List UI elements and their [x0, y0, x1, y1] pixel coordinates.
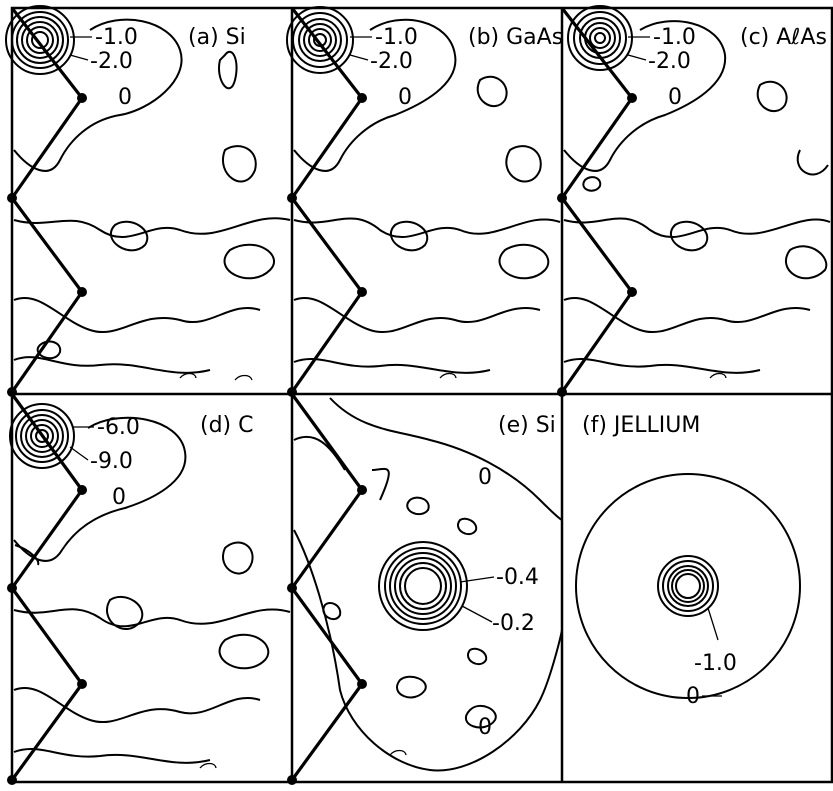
- panel-d-atoms: [7, 485, 87, 785]
- panel-c-label-2: -2.0: [648, 49, 691, 74]
- panel-a-core-rings: [5, 5, 75, 75]
- panel-b-label-3: 0: [398, 85, 412, 110]
- panel-e-atoms: [287, 485, 367, 785]
- panel-d-contours: [13, 416, 291, 769]
- panel-b-label-1: -1.0: [375, 25, 418, 50]
- panel-a-label-1: -1.0: [95, 25, 138, 50]
- panel-a: (a) Si -1.0 -2.0 0: [5, 5, 291, 397]
- panel-e-label-3: -0.2: [492, 611, 535, 636]
- panel-b: (b) GaAs -1.0 -2.0 0: [286, 6, 563, 397]
- panel-c-core-rings: [567, 5, 633, 71]
- panel-a-label-3: 0: [118, 85, 132, 110]
- panel-c-bond-chain: [560, 7, 634, 393]
- panel-a-atoms: [7, 93, 87, 397]
- panel-e-label-4: 0: [478, 715, 492, 740]
- panel-d-label-3: 0: [112, 485, 126, 510]
- panel-a-label-2: -2.0: [90, 49, 133, 74]
- panel-d-core-rings: [9, 403, 75, 469]
- panel-f-core-rings: [575, 473, 801, 699]
- panel-c-label-3: 0: [668, 85, 682, 110]
- panel-d: (d) C -6.0 -9.0 0: [7, 393, 291, 785]
- panel-e-core-rings: [378, 541, 468, 631]
- panel-e-title: (e) Si: [498, 413, 556, 438]
- panel-a-bond-chain: [10, 7, 84, 393]
- panel-f-label-1: -1.0: [694, 651, 737, 676]
- panel-c-contours: [563, 20, 831, 379]
- panel-b-label-2: -2.0: [370, 49, 413, 74]
- panel-c-atoms: [557, 93, 637, 397]
- panel-e-contours: [293, 397, 563, 772]
- panel-b-contours: [293, 18, 561, 379]
- panel-b-core-rings: [286, 6, 354, 74]
- panel-a-contours: [13, 18, 291, 381]
- panel-c-title: (c) AℓAs: [740, 25, 827, 50]
- panel-e-label-2: -0.4: [496, 565, 539, 590]
- panel-e-label-1: 0: [478, 465, 492, 490]
- panel-f-label-2: 0: [686, 684, 700, 709]
- panel-e-bond-chain: [290, 393, 364, 781]
- panel-e: (e) Si 0 -0.4 -0.2 0: [287, 393, 563, 785]
- panel-d-title: (d) C: [200, 413, 254, 438]
- panel-c-label-1: -1.0: [653, 25, 696, 50]
- panel-d-label-1: -6.0: [97, 415, 140, 440]
- panel-d-label-2: -9.0: [90, 449, 133, 474]
- panel-f: (f) JELLIUM -1.0 0: [575, 413, 801, 709]
- panel-f-title: (f) JELLIUM: [582, 413, 700, 438]
- panel-a-title: (a) Si: [188, 25, 246, 50]
- panel-c: (c) AℓAs -1.0 -2.0 0: [557, 5, 831, 397]
- panel-b-title: (b) GaAs: [468, 25, 563, 50]
- panel-b-atoms: [287, 93, 367, 397]
